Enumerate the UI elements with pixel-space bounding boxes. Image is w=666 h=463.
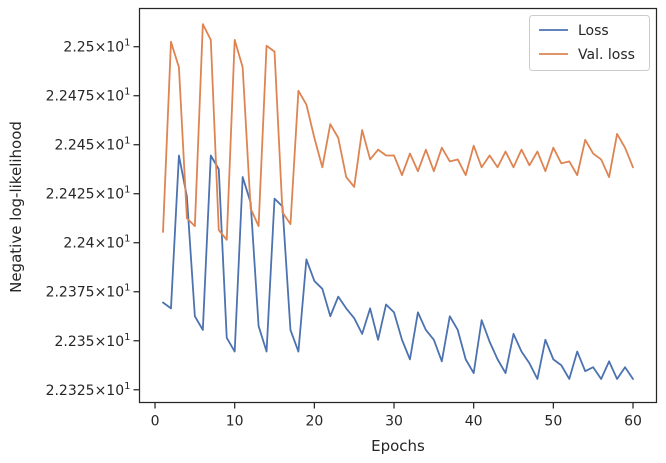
legend-label-loss: Loss	[578, 23, 609, 39]
x-tick-label: 40	[465, 414, 483, 430]
series-line-val-loss	[162, 23, 634, 241]
x-tick-label: 60	[624, 414, 642, 430]
y-tick-label: 2.25×101	[63, 38, 130, 56]
x-tick-label: 0	[151, 414, 160, 430]
y-tick-label: 2.2325×101	[46, 381, 131, 399]
x-axis-ticks: 0 10 20 30 40 50 60	[151, 402, 642, 430]
y-axis-ticks: 2.2325×101 2.235×101 2.2375×101 2.24×101 2.2…	[46, 38, 140, 399]
plot-frame	[138, 7, 658, 404]
y-tick-label: 2.2425×101	[46, 185, 131, 203]
y-tick-label: 2.2375×101	[46, 283, 131, 301]
series-layer	[162, 23, 634, 380]
x-tick-label: 30	[385, 414, 403, 430]
y-axis-label: Negative log-likelihood	[7, 121, 25, 293]
x-tick-label: 50	[544, 414, 562, 430]
legend: Loss Val. loss	[529, 15, 650, 71]
legend-label-val-loss: Val. loss	[578, 47, 635, 63]
y-tick-label: 2.245×101	[54, 136, 130, 154]
x-axis-label: Epochs	[371, 437, 425, 455]
x-tick-label: 20	[305, 414, 323, 430]
x-tick-label: 10	[226, 414, 244, 430]
y-tick-label: 2.2475×101	[46, 87, 131, 105]
y-tick-label: 2.235×101	[54, 332, 130, 350]
series-line-loss	[162, 154, 634, 380]
y-tick-label: 2.24×101	[63, 234, 130, 252]
